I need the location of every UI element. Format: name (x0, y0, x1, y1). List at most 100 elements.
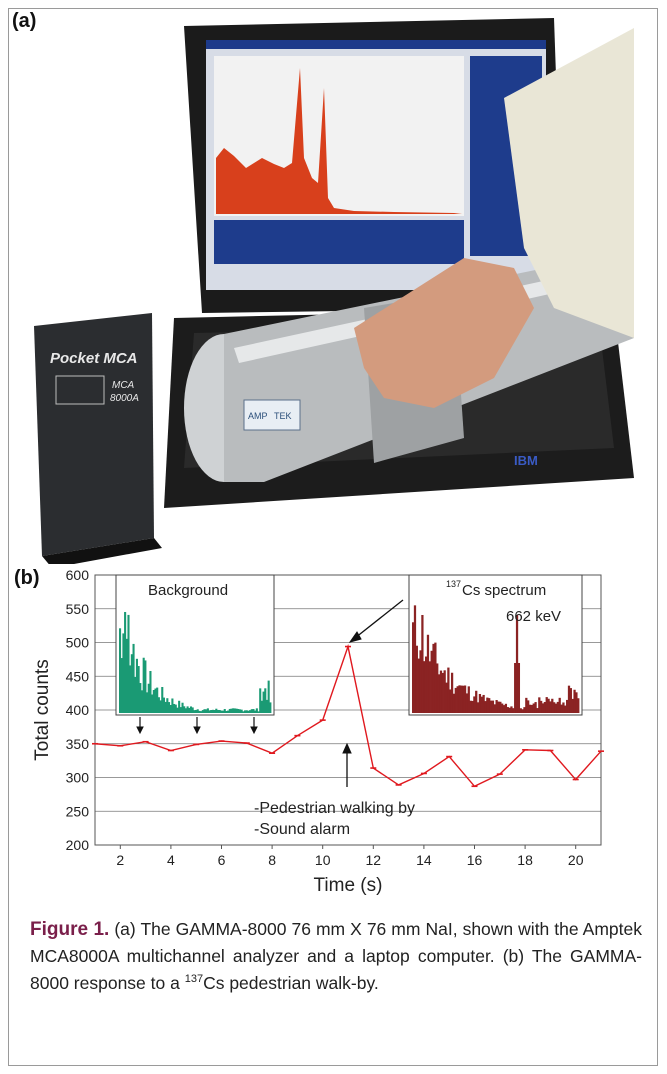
inset-bar (120, 658, 123, 713)
y-axis-label: Total counts (32, 659, 53, 760)
inset-bar (467, 686, 470, 713)
inset-bar (501, 703, 504, 713)
inset-bar (122, 633, 125, 713)
inset-bar (247, 710, 250, 713)
figure-frame (8, 8, 658, 1066)
inset-bar (119, 628, 122, 713)
inset-bar (547, 698, 550, 713)
inset-bar (215, 708, 218, 713)
inset-bar (152, 690, 155, 713)
inset-bar (162, 697, 165, 713)
inset-bar (144, 660, 147, 713)
series-layer (92, 643, 604, 788)
inset-bar (257, 711, 260, 713)
inset-bar (538, 697, 541, 713)
inset-bar (426, 634, 430, 713)
inset-bar (517, 663, 521, 713)
inset-bar (545, 697, 548, 713)
inset-bar (196, 709, 199, 713)
annotation-arrows (136, 599, 404, 787)
x-tick-label: 20 (568, 852, 584, 868)
inset-bar (156, 687, 159, 713)
hand (354, 258, 534, 408)
photo-panel: Pocket MCA MCA 8000A AMP TEK IBM (34, 18, 634, 564)
inset-bar (499, 701, 502, 713)
inset-bar (454, 687, 457, 713)
inset-bar (230, 708, 233, 713)
inset-bar (445, 682, 448, 713)
inset-bar (208, 710, 211, 713)
time-series-chart: 200 250 300 350 400 450 500 550 600 2 4 6 8 10 12 14 16… (32, 567, 604, 896)
inset-bar (577, 698, 580, 713)
inset-bar (149, 670, 152, 713)
inset-bar (562, 702, 565, 713)
inset-bar (541, 703, 545, 713)
inset-bar (135, 658, 138, 713)
y-tick-label: 550 (66, 601, 90, 617)
inset-bar (506, 707, 509, 713)
inset-bar (486, 697, 489, 713)
inset-bar (536, 708, 539, 713)
inset-bar (240, 709, 243, 713)
inset-bar (415, 645, 418, 713)
bg-arrow-2-head (193, 726, 201, 735)
inset-bar (264, 688, 267, 713)
inset-bar (439, 670, 443, 713)
inset-bar (235, 708, 238, 713)
inset-bar (191, 707, 194, 713)
x-tick-label: 10 (315, 852, 331, 868)
inset-bar (184, 708, 187, 713)
inset-bar (462, 685, 465, 713)
inset-bar (413, 605, 417, 713)
inset-bar (484, 701, 487, 713)
x-tick-labels: 2 4 6 8 10 12 14 16 18 20 (116, 845, 584, 868)
inset-bar (443, 670, 446, 713)
y-tick-label: 600 (66, 567, 90, 583)
x-tick-label: 14 (416, 852, 432, 868)
inset-bar (147, 683, 150, 713)
x-tick-label: 18 (517, 852, 533, 868)
inset-bar (530, 704, 534, 713)
inset-bar (428, 661, 431, 713)
inset-bar (571, 698, 574, 713)
bg-arrow-3-head (250, 726, 258, 735)
inset-bar (125, 638, 128, 713)
inset-bar (186, 706, 189, 713)
inset-bar (423, 661, 426, 713)
event-label-1: -Pedestrian walking by (254, 800, 415, 817)
y-tick-label: 500 (66, 635, 90, 651)
inset-bar (142, 657, 145, 713)
inset-bar (437, 674, 441, 713)
x-tick-label: 2 (116, 852, 124, 868)
inset-bar (269, 702, 272, 713)
panel-b-label: (b) (14, 567, 40, 589)
inset-bar (228, 708, 231, 713)
inset-bar (430, 650, 433, 713)
inset-bar (132, 643, 135, 713)
inset-bar (189, 706, 193, 713)
inset-bar (252, 709, 255, 713)
background-inset-bars (119, 611, 272, 713)
inset-bar (432, 643, 435, 713)
inset-bar (223, 709, 226, 713)
inset-bar (249, 710, 252, 713)
inset-bar (210, 709, 213, 713)
inset-bar (218, 709, 221, 713)
inset-bar (161, 686, 164, 713)
inset-bar (551, 698, 554, 713)
inset-bar (567, 685, 571, 713)
inset-bar (489, 700, 493, 713)
inset-bar (130, 654, 133, 713)
pocket-mca-logo-box (55, 375, 105, 405)
y-tick-label: 250 (66, 803, 90, 819)
inset-bar (140, 690, 144, 713)
inset-bar (259, 688, 262, 713)
detector-logo-left: AMP (248, 411, 268, 421)
inset-bar (434, 642, 437, 713)
peak-arrow-line (354, 599, 404, 639)
inset-bar (525, 697, 528, 713)
inset-bar (237, 709, 240, 713)
x-tick-label: 4 (167, 852, 175, 868)
pocket-mca-model-2: 8000A (110, 393, 139, 404)
inset-bar (154, 688, 157, 713)
